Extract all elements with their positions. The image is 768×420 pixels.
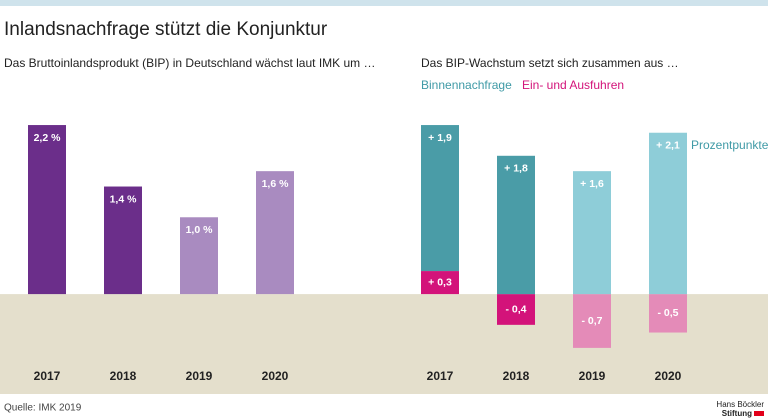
data-label: - 0,4 xyxy=(505,303,526,315)
chart-subtitle: Das BIP-Wachstum setzt sich zusammen aus… xyxy=(421,56,679,70)
bar-segment xyxy=(649,132,687,295)
data-label: + 0,3 xyxy=(428,276,452,288)
x-tick-label: 2017 xyxy=(34,369,61,383)
bar xyxy=(104,186,142,295)
x-tick-label: 2017 xyxy=(427,369,454,383)
source: Quelle: IMK 2019 xyxy=(4,403,82,414)
annotation: Prozentpunkte xyxy=(691,138,768,152)
x-tick-label: 2018 xyxy=(503,369,530,383)
bar-segment xyxy=(573,171,611,295)
ground-area xyxy=(0,294,768,394)
data-label: + 1,8 xyxy=(504,163,528,175)
bar xyxy=(28,125,66,295)
logo-mark xyxy=(754,411,764,416)
chart-title: Inlandsnachfrage stützt die Konjunktur xyxy=(4,19,328,40)
legend-entry: Binnennachfrage xyxy=(421,78,512,92)
bar-segment xyxy=(497,294,535,325)
x-tick-label: 2020 xyxy=(262,369,289,383)
logo-line: Stiftung xyxy=(722,409,752,418)
bar-segment xyxy=(573,294,611,348)
data-label: - 0,7 xyxy=(581,315,602,327)
bar-segment xyxy=(649,294,687,333)
data-label: 1,4 % xyxy=(110,193,138,205)
data-label: 2,2 % xyxy=(34,132,62,144)
bar xyxy=(256,171,294,295)
data-label: + 1,6 xyxy=(580,178,604,190)
data-label: 1,0 % xyxy=(186,224,214,236)
x-tick-label: 2018 xyxy=(110,369,137,383)
data-label: + 1,9 xyxy=(428,132,452,144)
bar-segment xyxy=(421,125,459,272)
bar xyxy=(180,217,218,295)
chart-subtitle: Das Bruttoinlandsprodukt (BIP) in Deutsc… xyxy=(4,56,376,70)
bar-segment xyxy=(421,271,459,295)
data-label: + 2,1 xyxy=(656,140,680,152)
bar-segment xyxy=(497,155,535,295)
logo-line: Hans Böckler xyxy=(716,400,764,409)
data-label: 1,6 % xyxy=(262,178,290,190)
data-label: - 0,5 xyxy=(657,307,678,319)
legend-entry: Ein- und Ausfuhren xyxy=(522,78,624,92)
x-tick-label: 2020 xyxy=(655,369,682,383)
top-band xyxy=(0,0,768,6)
x-tick-label: 2019 xyxy=(186,369,213,383)
x-tick-label: 2019 xyxy=(579,369,606,383)
